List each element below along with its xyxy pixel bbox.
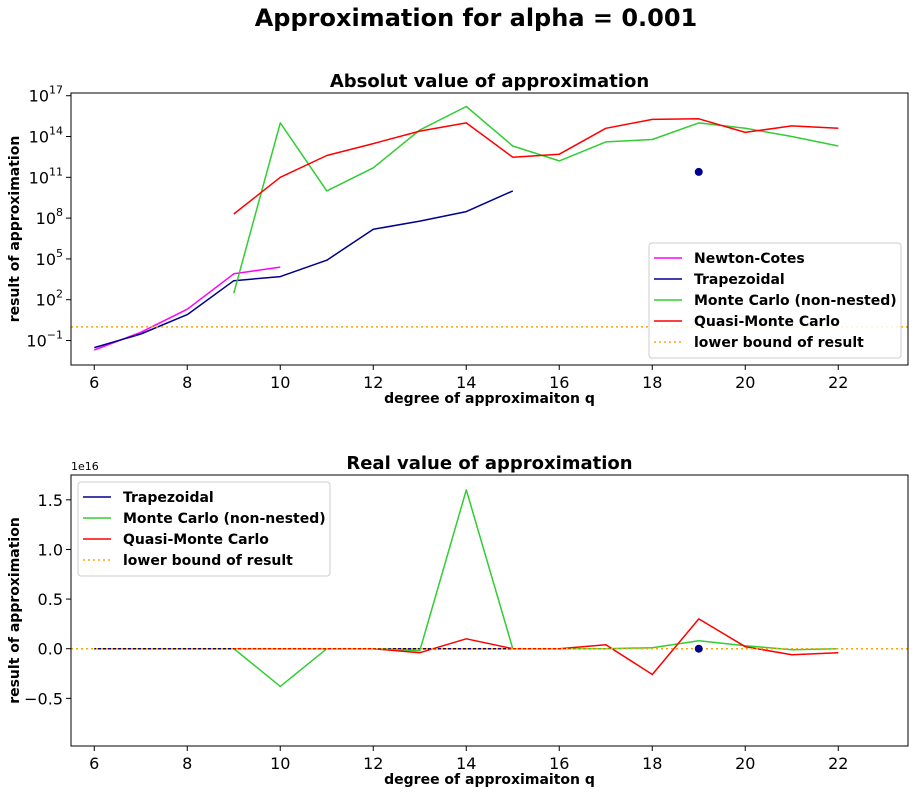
y-tick-label: 1014 bbox=[29, 125, 63, 147]
y-tick-label: 1.0 bbox=[38, 540, 63, 559]
x-tick-label: 22 bbox=[828, 754, 848, 773]
y-tick-label: 0.5 bbox=[38, 590, 63, 609]
y-tick-label: 102 bbox=[36, 288, 63, 310]
y-tick-label: 105 bbox=[36, 247, 63, 269]
legend-label: Quasi-Monte Carlo bbox=[123, 532, 269, 548]
series-line: Quasi-Monte Carlo bbox=[233, 618, 839, 676]
x-tick-label: 12 bbox=[363, 754, 383, 773]
x-tick-label: 20 bbox=[735, 373, 755, 392]
plot-data: Trapezoidal Monte Carlo (non-nested) Quasi… bbox=[71, 489, 908, 688]
y-tick-base: 10 bbox=[36, 209, 56, 228]
y-tick-label: 10−1 bbox=[26, 329, 63, 351]
y-tick-base: 10 bbox=[29, 128, 49, 147]
axes-frame bbox=[70, 474, 909, 747]
x-axis-label: degree of approximaiton q bbox=[384, 391, 595, 407]
y-tick-label: −0.5 bbox=[24, 689, 63, 708]
y-tick-base: 10 bbox=[36, 250, 56, 269]
y-tick-exponent: 2 bbox=[56, 288, 63, 301]
plot-title: Real value of approximation bbox=[346, 453, 632, 474]
x-tick-label: 20 bbox=[735, 754, 755, 773]
series-line: Quasi-Monte Carlo bbox=[233, 118, 839, 215]
y-axis-label: result of approximation bbox=[7, 517, 23, 704]
legend: Newton-Cotes Trapezoidal Monte Carlo (non-… bbox=[648, 242, 902, 359]
plot-absolute-value: Absolut value of approximation Newton-Cot… bbox=[7, 71, 909, 407]
legend-label: lower bound of result bbox=[123, 553, 293, 569]
x-tick-label: 16 bbox=[549, 373, 569, 392]
x-tick-label: 10 bbox=[270, 373, 290, 392]
x-tick-label: 18 bbox=[642, 373, 662, 392]
x-tick-label: 14 bbox=[456, 754, 476, 773]
y-tick-base: 10 bbox=[36, 291, 56, 310]
legend-frame bbox=[77, 481, 331, 577]
data-point-marker bbox=[694, 644, 703, 653]
y-tick-base: 10 bbox=[29, 168, 49, 187]
series-line: Trapezoidal bbox=[94, 190, 514, 349]
x-axis-label: degree of approximaiton q bbox=[384, 772, 595, 788]
x-tick-label: 14 bbox=[456, 373, 476, 392]
x-tick-label: 6 bbox=[89, 754, 99, 773]
y-tick-label: 1011 bbox=[29, 165, 63, 187]
x-tick-label: 12 bbox=[363, 373, 383, 392]
y-tick-exponent: 5 bbox=[56, 247, 63, 260]
legend-label: Monte Carlo (non-nested) bbox=[694, 293, 897, 309]
series-line: Monte Carlo (non-nested) bbox=[233, 105, 839, 294]
legend-label: Trapezoidal bbox=[123, 490, 214, 506]
legend-label: Newton-Cotes bbox=[694, 251, 805, 267]
legend-label: Trapezoidal bbox=[694, 272, 785, 288]
y-tick-label: 1017 bbox=[29, 84, 63, 106]
x-tick-label: 22 bbox=[828, 373, 848, 392]
y-tick-base: 10 bbox=[26, 332, 46, 351]
y-tick-exponent: 11 bbox=[49, 165, 63, 178]
y-tick-exponent: 14 bbox=[49, 125, 63, 138]
y-offset-text: 1e16 bbox=[71, 460, 99, 473]
y-tick-base: 10 bbox=[29, 87, 49, 106]
x-tick-label: 6 bbox=[89, 373, 99, 392]
legend: Trapezoidal Monte Carlo (non-nested) Quasi… bbox=[77, 481, 331, 577]
y-tick-exponent: −1 bbox=[47, 329, 63, 342]
x-tick-label: 10 bbox=[270, 754, 290, 773]
plot-title: Absolut value of approximation bbox=[330, 71, 649, 92]
y-tick-exponent: 8 bbox=[56, 206, 63, 219]
figure-title: Approximation for alpha = 0.001 bbox=[255, 4, 698, 32]
x-tick-label: 16 bbox=[549, 754, 569, 773]
legend-label: Monte Carlo (non-nested) bbox=[123, 511, 326, 527]
legend-label: Quasi-Monte Carlo bbox=[694, 314, 840, 330]
x-tick-label: 8 bbox=[182, 373, 192, 392]
legend-label: lower bound of result bbox=[694, 335, 864, 351]
y-tick-label: 1.5 bbox=[38, 491, 63, 510]
plot-real-value: Real value of approximation Trapezoidal Mo… bbox=[7, 453, 909, 788]
x-tick-label: 18 bbox=[642, 754, 662, 773]
x-tick-label: 8 bbox=[182, 754, 192, 773]
legend-frame bbox=[648, 242, 902, 359]
y-tick-label: 108 bbox=[36, 206, 63, 228]
y-tick-exponent: 17 bbox=[49, 84, 63, 97]
axes-frame bbox=[70, 92, 909, 366]
y-axis-label: result of approximation bbox=[7, 136, 23, 323]
y-tick-label: 0.0 bbox=[38, 640, 63, 659]
data-point-marker bbox=[694, 167, 703, 176]
